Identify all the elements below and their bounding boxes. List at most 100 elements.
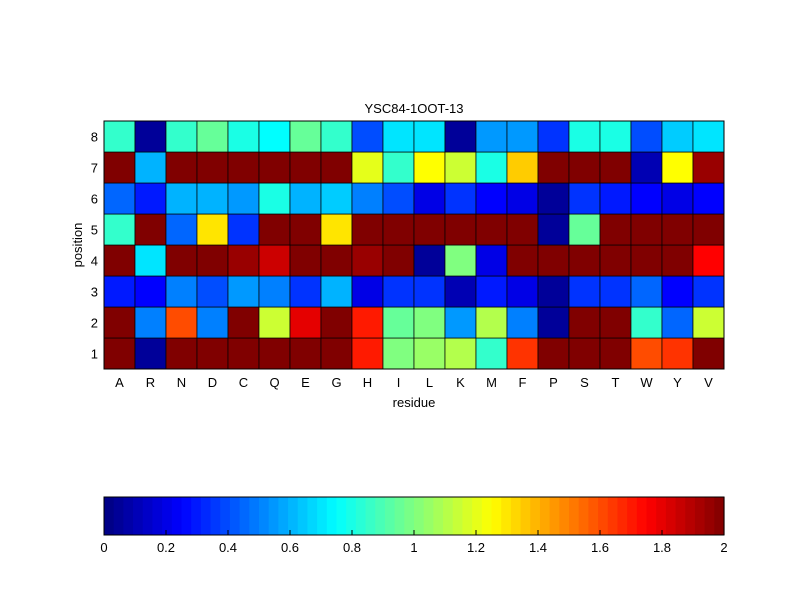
colorbar-segment [336, 497, 347, 535]
cell-Q-5 [258, 213, 291, 246]
cell-H-6 [351, 182, 384, 215]
cell-I-3 [382, 275, 415, 308]
cell-H-7 [351, 151, 384, 184]
cell-H-4 [351, 244, 384, 277]
colorbar-segment [443, 497, 454, 535]
heatmap-cells [103, 120, 725, 370]
cell-C-7 [227, 151, 260, 184]
cell-K-6 [444, 182, 477, 215]
cell-Q-2 [258, 306, 291, 339]
cell-Y-6 [661, 182, 694, 215]
cell-V-5 [692, 213, 725, 246]
cell-R-1 [134, 337, 167, 370]
colorbar-tick-1.4: 1.4 [529, 540, 547, 555]
cell-F-6 [506, 182, 539, 215]
x-tick-V: V [704, 375, 713, 390]
cell-R-2 [134, 306, 167, 339]
cell-M-5 [475, 213, 508, 246]
cell-I-1 [382, 337, 415, 370]
cell-K-5 [444, 213, 477, 246]
cell-M-1 [475, 337, 508, 370]
colorbar-segment [220, 497, 231, 535]
cell-F-4 [506, 244, 539, 277]
cell-I-5 [382, 213, 415, 246]
x-tick-I: I [397, 375, 401, 390]
colorbar-segment [142, 497, 154, 535]
cell-N-7 [165, 151, 198, 184]
cell-L-2 [413, 306, 446, 339]
colorbar [104, 497, 725, 535]
cell-R-7 [134, 151, 167, 184]
colorbar-segment [133, 497, 144, 535]
x-tick-D: D [208, 375, 217, 390]
x-tick-C: C [239, 375, 248, 390]
colorbar-segment [191, 497, 202, 535]
colorbar-segment [559, 497, 570, 535]
cell-H-1 [351, 337, 384, 370]
cell-H-2 [351, 306, 384, 339]
cell-E-7 [289, 151, 322, 184]
cell-G-7 [320, 151, 353, 184]
cell-L-3 [413, 275, 446, 308]
cell-T-3 [599, 275, 632, 308]
cell-N-2 [165, 306, 198, 339]
colorbar-segment [617, 497, 628, 535]
cell-Y-4 [661, 244, 694, 277]
cell-N-8 [165, 120, 198, 153]
cell-C-6 [227, 182, 260, 215]
cell-Q-8 [258, 120, 291, 153]
cell-V-4 [692, 244, 725, 277]
cell-K-3 [444, 275, 477, 308]
colorbar-segment [375, 497, 386, 535]
cell-N-3 [165, 275, 198, 308]
cell-V-6 [692, 182, 725, 215]
cell-P-8 [537, 120, 570, 153]
colorbar-tick-labels: 0 0.2 0.4 0.6 0.8 1 1.2 1.4 1.6 1.8 2 [100, 530, 728, 555]
cell-W-3 [630, 275, 663, 308]
cell-N-5 [165, 213, 198, 246]
colorbar-segment [365, 497, 376, 535]
cell-T-4 [599, 244, 632, 277]
y-tick-8: 8 [91, 130, 98, 145]
cell-T-7 [599, 151, 632, 184]
x-tick-G: G [331, 375, 341, 390]
cell-N-6 [165, 182, 198, 215]
cell-T-8 [599, 120, 632, 153]
colorbar-segment [549, 497, 560, 535]
cell-E-5 [289, 213, 322, 246]
y-tick-4: 4 [91, 254, 98, 269]
colorbar-segment [656, 497, 667, 535]
cell-V-8 [692, 120, 725, 153]
colorbar-segment [481, 497, 493, 535]
cell-W-2 [630, 306, 663, 339]
cell-R-5 [134, 213, 167, 246]
cell-L-7 [413, 151, 446, 184]
colorbar-segment [249, 497, 260, 535]
colorbar-tick-2: 2 [720, 540, 727, 555]
cell-E-4 [289, 244, 322, 277]
cell-M-8 [475, 120, 508, 153]
colorbar-tick-0.2: 0.2 [157, 540, 175, 555]
colorbar-segment [307, 497, 318, 535]
cell-Y-5 [661, 213, 694, 246]
cell-D-1 [196, 337, 229, 370]
y-tick-5: 5 [91, 223, 98, 238]
cell-F-1 [506, 337, 539, 370]
colorbar-segment [520, 497, 531, 535]
y-tick-2: 2 [91, 316, 98, 331]
cell-W-7 [630, 151, 663, 184]
y-tick-3: 3 [91, 285, 98, 300]
colorbar-segment [239, 497, 250, 535]
cell-G-2 [320, 306, 353, 339]
colorbar-segment [530, 497, 541, 535]
x-tick-E: E [301, 375, 310, 390]
cell-K-4 [444, 244, 477, 277]
cell-F-8 [506, 120, 539, 153]
cell-T-5 [599, 213, 632, 246]
cell-A-8 [103, 120, 136, 153]
cell-V-3 [692, 275, 725, 308]
cell-P-2 [537, 306, 570, 339]
colorbar-tick-1.8: 1.8 [653, 540, 671, 555]
cell-R-4 [134, 244, 167, 277]
cell-P-3 [537, 275, 570, 308]
